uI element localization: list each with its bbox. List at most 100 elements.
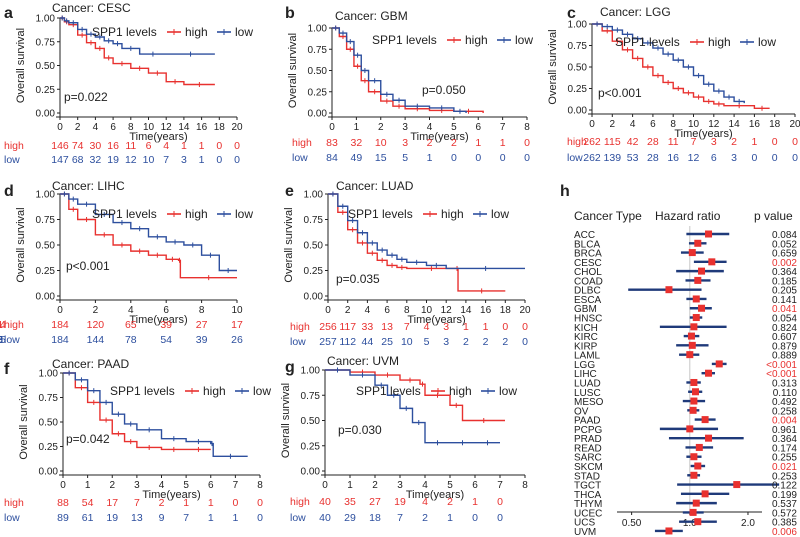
x-tick-label: 1	[347, 480, 353, 491]
y-tick-label: 0.25	[36, 85, 56, 96]
risk-count-high: 0	[216, 140, 222, 152]
x-tick-label: 6	[208, 480, 214, 491]
risk-count-high: 3	[402, 137, 408, 149]
risk-count-low: 61	[82, 512, 94, 524]
x-tick-label: 16	[480, 305, 492, 316]
risk-count-high: 4	[163, 140, 169, 152]
p-value: p=0.050	[422, 83, 466, 97]
x-axis-label: Time(years)	[129, 131, 187, 143]
p-value: 0.141	[772, 295, 797, 306]
km-panel-e: e Cancer: LUAD 0.00 0.25 0.50 0.75 1.00 Overall…	[283, 179, 531, 348]
x-tick-label: 8	[670, 119, 676, 130]
risk-row-label-high: high	[290, 496, 310, 508]
x-tick-label: 0.50	[622, 518, 642, 529]
x-tick-label: 5	[451, 122, 457, 133]
risk-count-low: 5	[0, 334, 3, 346]
p-value: p<0.001	[66, 259, 110, 273]
x-tick-label: 12	[441, 305, 453, 316]
risk-count-high: 256	[319, 321, 337, 333]
risk-count-low: 29	[344, 512, 356, 524]
x-tick-label: 6	[110, 122, 116, 133]
risk-count-low: 0	[451, 152, 457, 164]
y-tick-label: 0.00	[568, 106, 588, 117]
y-tick-label: 0.50	[39, 418, 59, 429]
risk-count-low: 26	[231, 334, 243, 346]
risk-count-low: 184	[51, 334, 69, 346]
hazard-ratio-marker	[694, 276, 702, 284]
risk-count-low: 147	[51, 154, 69, 166]
panel-title: Cancer: LIHC	[52, 179, 125, 193]
risk-count-high: 39	[160, 319, 172, 331]
x-tick-label: 2	[372, 480, 378, 491]
hazard-ratio-marker	[705, 434, 713, 442]
x-tick-label: 4	[427, 122, 433, 133]
panel-title: Cancer: LGG	[600, 5, 671, 19]
panel-label: f	[4, 361, 10, 378]
p-value: 0.199	[772, 490, 797, 501]
hazard-ratio-marker	[705, 369, 713, 377]
header-p-value: p value	[754, 209, 793, 223]
p-value: 0.607	[772, 332, 797, 343]
risk-count-low: 3	[181, 154, 187, 166]
risk-count-high: 0	[522, 321, 528, 333]
y-tick-label: 1.00	[304, 190, 324, 201]
risk-count-high: 184	[51, 319, 69, 331]
risk-count-low: 84	[326, 152, 338, 164]
risk-count-low: 54	[160, 334, 172, 346]
risk-count-high: 14	[0, 319, 6, 331]
risk-count-high: 0	[497, 496, 503, 508]
risk-count-low: 2	[422, 512, 428, 524]
cancer-label: MESO	[574, 397, 604, 408]
cancer-label: PRAD	[574, 434, 602, 445]
risk-count-low: 0	[751, 152, 757, 164]
risk-count-low: 68	[72, 154, 84, 166]
x-axis-label: Time(years)	[407, 314, 465, 326]
risk-count-high: 1	[0, 319, 3, 331]
legend-title: SPP1 levels	[615, 35, 680, 49]
legend-label-low: low	[253, 384, 271, 398]
y-tick-label: 0.25	[36, 266, 56, 277]
p-value: 0.255	[772, 453, 797, 464]
survival-curve-low	[60, 17, 215, 55]
risk-count-low: 3	[443, 336, 449, 348]
legend-label-low: low	[491, 207, 509, 221]
risk-count-high: 2	[447, 496, 453, 508]
risk-count-high: 117	[339, 321, 356, 333]
risk-count-high: 2	[731, 136, 737, 148]
risk-count-high: 1	[463, 321, 469, 333]
legend-title: SPP1 levels	[356, 384, 421, 398]
y-tick-label: 1.00	[36, 190, 56, 201]
cancer-label: KIRP	[574, 341, 598, 352]
x-tick-label: 18	[214, 122, 226, 133]
x-tick-label: 10	[688, 119, 700, 130]
y-tick-label: 0.75	[304, 215, 324, 226]
risk-count-high: 7	[404, 321, 410, 333]
cancer-label: CHOL	[574, 267, 602, 278]
risk-count-high: 11	[668, 136, 679, 148]
legend-label-high: high	[441, 207, 464, 221]
risk-count-low: 28	[647, 152, 659, 164]
panel-label: c	[567, 5, 576, 22]
risk-count-low: 0	[500, 152, 506, 164]
hazard-ratio-marker	[698, 304, 706, 312]
cancer-label: LAML	[574, 351, 601, 362]
risk-count-low: 16	[667, 152, 679, 164]
y-tick-label: 0.00	[308, 109, 328, 120]
risk-count-low: 1	[199, 154, 205, 166]
x-tick-label: 4	[159, 480, 165, 491]
y-tick-label: 1.00	[568, 20, 588, 31]
p-value: 0.004	[772, 416, 797, 427]
y-tick-label: 0.75	[36, 215, 56, 226]
risk-count-low: 257	[319, 336, 337, 348]
legend-label-low: low	[235, 25, 253, 39]
km-panel-d: d Cancer: LIHC 0.00 0.25 0.50 0.75 1.00 Overall…	[0, 179, 253, 346]
p-value: 0.824	[772, 323, 797, 334]
risk-count-high: 28	[647, 136, 659, 148]
risk-count-low: 18	[369, 512, 381, 524]
risk-count-low: 0	[234, 154, 240, 166]
x-tick-label: 5	[183, 480, 189, 491]
risk-count-high: 4	[424, 321, 430, 333]
y-tick-label: 0.25	[568, 84, 588, 95]
risk-count-high: 0	[234, 140, 240, 152]
